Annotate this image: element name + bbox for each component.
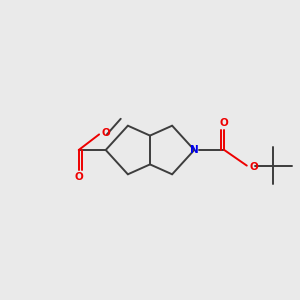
Text: O: O <box>220 118 229 128</box>
Text: N: N <box>190 145 199 155</box>
Text: O: O <box>74 172 83 182</box>
Text: O: O <box>101 128 110 138</box>
Text: O: O <box>249 162 258 172</box>
